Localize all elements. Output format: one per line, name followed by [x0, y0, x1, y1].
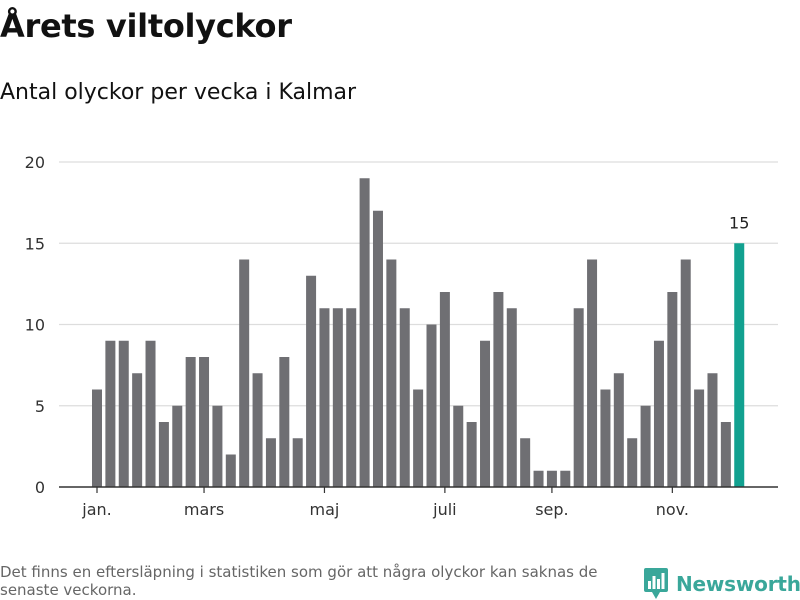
bar	[145, 340, 156, 487]
x-tick-label: maj	[310, 500, 340, 519]
chart-subtitle: Antal olyckor per vecka i Kalmar	[0, 80, 357, 105]
tick-labels: 0 5 10 15 20 15 jan. mars maj juli sep. nov.	[25, 153, 750, 519]
brand-name: Newsworthy	[676, 572, 800, 596]
bar	[372, 210, 383, 487]
bar	[158, 422, 169, 487]
bar	[600, 389, 611, 487]
bar	[426, 324, 437, 487]
bar	[546, 470, 557, 487]
bar	[506, 308, 517, 487]
highlighted-bar	[734, 243, 745, 487]
x-tick-label: sep.	[535, 500, 568, 519]
bar	[627, 438, 638, 487]
bar	[720, 422, 731, 487]
bar	[265, 438, 276, 487]
bar	[694, 389, 705, 487]
axes	[59, 486, 778, 493]
bar	[185, 357, 196, 487]
bar	[306, 275, 317, 487]
bar	[346, 308, 357, 487]
bar-chart: 0 5 10 15 20 15 jan. mars maj juli sep. nov.	[25, 153, 778, 519]
bar	[252, 373, 263, 487]
y-tick-label: 0	[35, 478, 45, 497]
x-tick-label: jan.	[81, 500, 111, 519]
bar	[92, 389, 102, 487]
bar	[520, 438, 531, 487]
chart-title: Årets viltolyckor	[0, 7, 292, 45]
brand-logo: Newsworthy	[644, 568, 800, 600]
bar	[453, 405, 464, 487]
y-tick-label: 20	[25, 153, 45, 172]
bar	[332, 308, 343, 487]
bar	[480, 340, 491, 487]
y-tick-label: 10	[25, 316, 45, 335]
x-tick-label: juli	[432, 500, 456, 519]
bar	[199, 357, 210, 487]
x-tick-label: nov.	[656, 500, 689, 519]
bar	[533, 470, 544, 487]
x-tick-label: mars	[184, 500, 224, 519]
bar	[573, 308, 584, 487]
bars	[92, 178, 745, 487]
bar	[172, 405, 183, 487]
bar	[399, 308, 410, 487]
bar-chart-logo-icon	[644, 568, 668, 599]
bar	[359, 178, 370, 487]
y-tick-label: 5	[35, 397, 45, 416]
bar	[212, 405, 223, 487]
bar	[413, 389, 424, 487]
bar	[439, 292, 450, 487]
bar	[105, 340, 116, 487]
bar	[466, 422, 477, 487]
bar	[239, 259, 250, 487]
bar	[560, 470, 571, 487]
bar	[653, 340, 664, 487]
bar	[587, 259, 598, 487]
bar	[386, 259, 397, 487]
bar	[707, 373, 718, 487]
bar	[225, 454, 236, 487]
bar	[118, 340, 129, 487]
bar	[680, 259, 691, 487]
y-tick-label: 15	[25, 234, 45, 253]
bar	[613, 373, 624, 487]
bar	[319, 308, 330, 487]
bar	[292, 438, 303, 487]
bar	[493, 292, 504, 487]
bar	[667, 292, 678, 487]
bar	[132, 373, 143, 487]
data-label: 15	[729, 213, 749, 232]
bar	[279, 357, 290, 487]
footnote: Det finns en eftersläpning i statistiken…	[0, 563, 598, 599]
bar	[640, 405, 651, 487]
